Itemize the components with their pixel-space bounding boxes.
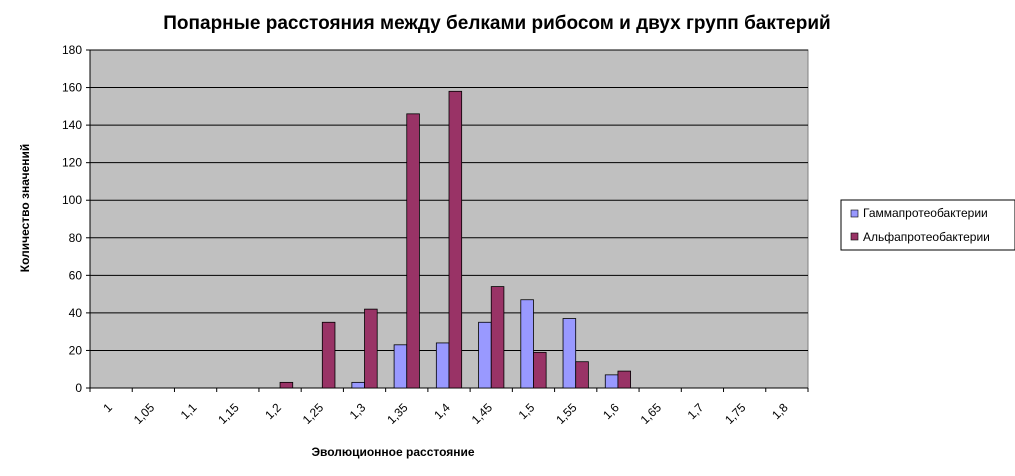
x-tick-label-9: 1,45: [469, 400, 496, 427]
chart-title: Попарные расстояния между белками рибосо…: [163, 13, 830, 34]
bar-alpha-8: [448, 90, 463, 389]
bar-alpha-12: [617, 370, 632, 389]
x-tick-label-4: 1,2: [262, 400, 284, 422]
x-tick-label-6: 1,3: [347, 400, 369, 422]
y-tick-label-100: 100: [62, 193, 82, 207]
bar-alpha-5: [321, 321, 336, 389]
bar-alpha-4: [279, 381, 294, 389]
legend-swatch-gamma: [850, 209, 859, 218]
x-tick-label-8: 1,4: [431, 400, 453, 422]
x-axis-label: Эволюционное расстояние: [311, 445, 474, 459]
bar-gamma-9: [478, 321, 492, 389]
x-tick-label-11: 1,55: [553, 400, 580, 427]
bar-gamma-10: [520, 299, 534, 389]
bar-alpha-10: [533, 351, 547, 389]
x-tick-label-2: 1,1: [178, 400, 200, 422]
y-tick-label-120: 120: [62, 156, 82, 170]
y-tick-label-160: 160: [62, 81, 82, 95]
x-tick-label-7: 1,35: [384, 400, 411, 427]
bar-gamma-7: [393, 344, 408, 389]
legend-swatch-alpha: [850, 232, 859, 241]
plot-area: 0 20 40 60 80 100 120 140 160 180 1 1,05 1,1 1,15 1,2 1…: [62, 43, 809, 427]
legend-label-alpha: Альфапротеобактерии: [863, 230, 990, 244]
y-axis-label: Количество значений: [18, 144, 32, 273]
y-tick-label-80: 80: [69, 231, 83, 245]
bar-alpha-6: [364, 308, 378, 389]
x-tick-label-10: 1,5: [516, 400, 538, 422]
bar-gamma-11: [562, 318, 577, 389]
x-tick-label-13: 1,65: [638, 400, 665, 427]
x-tick-label-14: 1,7: [685, 400, 707, 422]
y-tick-label-140: 140: [62, 118, 82, 132]
bar-gamma-12: [604, 374, 619, 389]
y-tick-label-180: 180: [62, 43, 82, 57]
x-tick-label-5: 1,25: [300, 400, 327, 427]
x-tick-label-12: 1,6: [600, 400, 622, 422]
bar-gamma-6: [351, 381, 365, 389]
x-tick-label-15: 1,75: [722, 400, 749, 427]
bar-alpha-7: [406, 113, 420, 389]
bar-gamma-8: [435, 342, 450, 389]
x-tick-label-0: 1: [100, 400, 115, 415]
y-tick-label-20: 20: [69, 343, 83, 357]
legend: Гаммапротеобактерии Альфапротеобактерии: [840, 199, 1015, 251]
x-tick-label-3: 1,15: [215, 400, 242, 427]
legend-label-gamma: Гаммапротеобактерии: [863, 206, 988, 220]
bar-alpha-9: [490, 286, 505, 389]
y-tick-label-0: 0: [75, 381, 82, 395]
y-tick-label-40: 40: [69, 306, 83, 320]
bar-alpha-11: [575, 361, 589, 389]
x-tick-label-1: 1,05: [131, 400, 158, 427]
legend-box: [840, 199, 1015, 251]
x-tick-label-16: 1,8: [769, 400, 791, 422]
y-tick-label-60: 60: [69, 268, 83, 282]
